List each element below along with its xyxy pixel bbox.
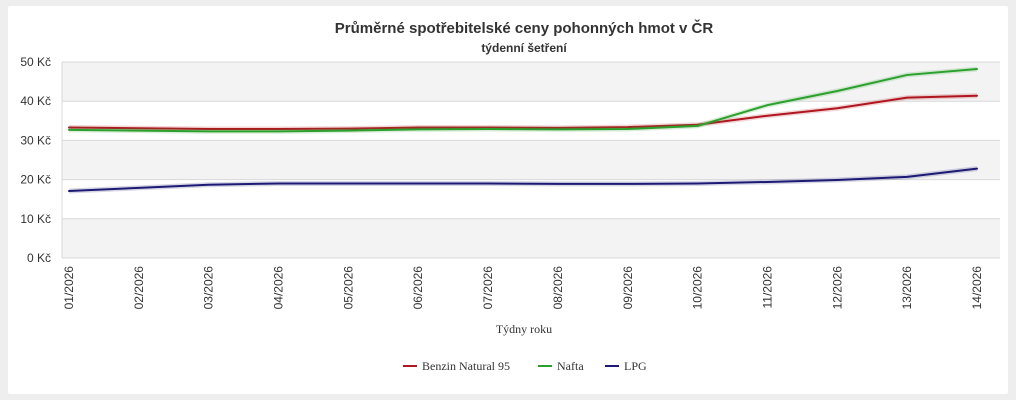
series-line[interactable] [68, 167, 978, 192]
legend-item[interactable]: Nafta [557, 359, 584, 373]
x-tick-label: 03/2026 [202, 266, 216, 310]
line-chart: Průměrné spotřebitelské ceny pohonných h… [20, 19, 1000, 373]
legend-item[interactable]: Benzin Natural 95 [422, 359, 510, 373]
series-lines [68, 66, 978, 194]
y-tick-label: 0 Kč [27, 251, 51, 265]
plot-band [62, 140, 1000, 180]
x-axis-label: Týdny roku [496, 322, 552, 336]
chart-title: Průměrné spotřebitelské ceny pohonných h… [335, 19, 714, 37]
x-tick-label: 02/2026 [132, 266, 146, 310]
x-tick-label: 11/2026 [760, 266, 774, 309]
x-axis-ticks: 01/2026 02/2026 03/2026 04/2026 05/2026 06/20… [62, 266, 984, 310]
y-tick-label: 40 Kč [20, 94, 51, 108]
x-tick-label: 09/2026 [621, 266, 635, 310]
x-tick-label: 04/2026 [272, 266, 286, 310]
y-axis-ticks: 0 Kč 10 Kč 20 Kč 30 Kč 40 Kč 50 Kč [20, 55, 51, 265]
x-tick-label: 06/2026 [411, 266, 425, 310]
chart-subtitle: týdenní šetření [481, 41, 567, 55]
plot-bands [62, 62, 1000, 258]
x-tick-label: 07/2026 [481, 266, 495, 310]
series-line[interactable] [68, 94, 978, 131]
x-tick-label: 01/2026 [62, 266, 76, 310]
x-tick-label: 13/2026 [900, 266, 914, 310]
x-tick-label: 05/2026 [341, 266, 355, 310]
x-tick-label: 08/2026 [551, 266, 565, 310]
x-tick-label: 10/2026 [691, 266, 705, 310]
y-tick-label: 50 Kč [20, 55, 51, 69]
y-tick-label: 30 Kč [20, 133, 51, 147]
plot-band [62, 218, 1000, 258]
y-tick-label: 10 Kč [20, 212, 51, 226]
legend-item[interactable]: LPG [624, 359, 647, 373]
legend: Benzin Natural 95 Nafta LPG [403, 359, 647, 373]
x-tick-label: 12/2026 [830, 266, 844, 310]
series-line[interactable] [68, 68, 978, 133]
chart-card: Průměrné spotřebitelské ceny pohonných h… [8, 6, 1008, 394]
plot-band [62, 62, 1000, 102]
x-tick-label: 14/2026 [970, 266, 984, 310]
plot-band [62, 179, 1000, 219]
y-tick-label: 20 Kč [20, 173, 51, 187]
